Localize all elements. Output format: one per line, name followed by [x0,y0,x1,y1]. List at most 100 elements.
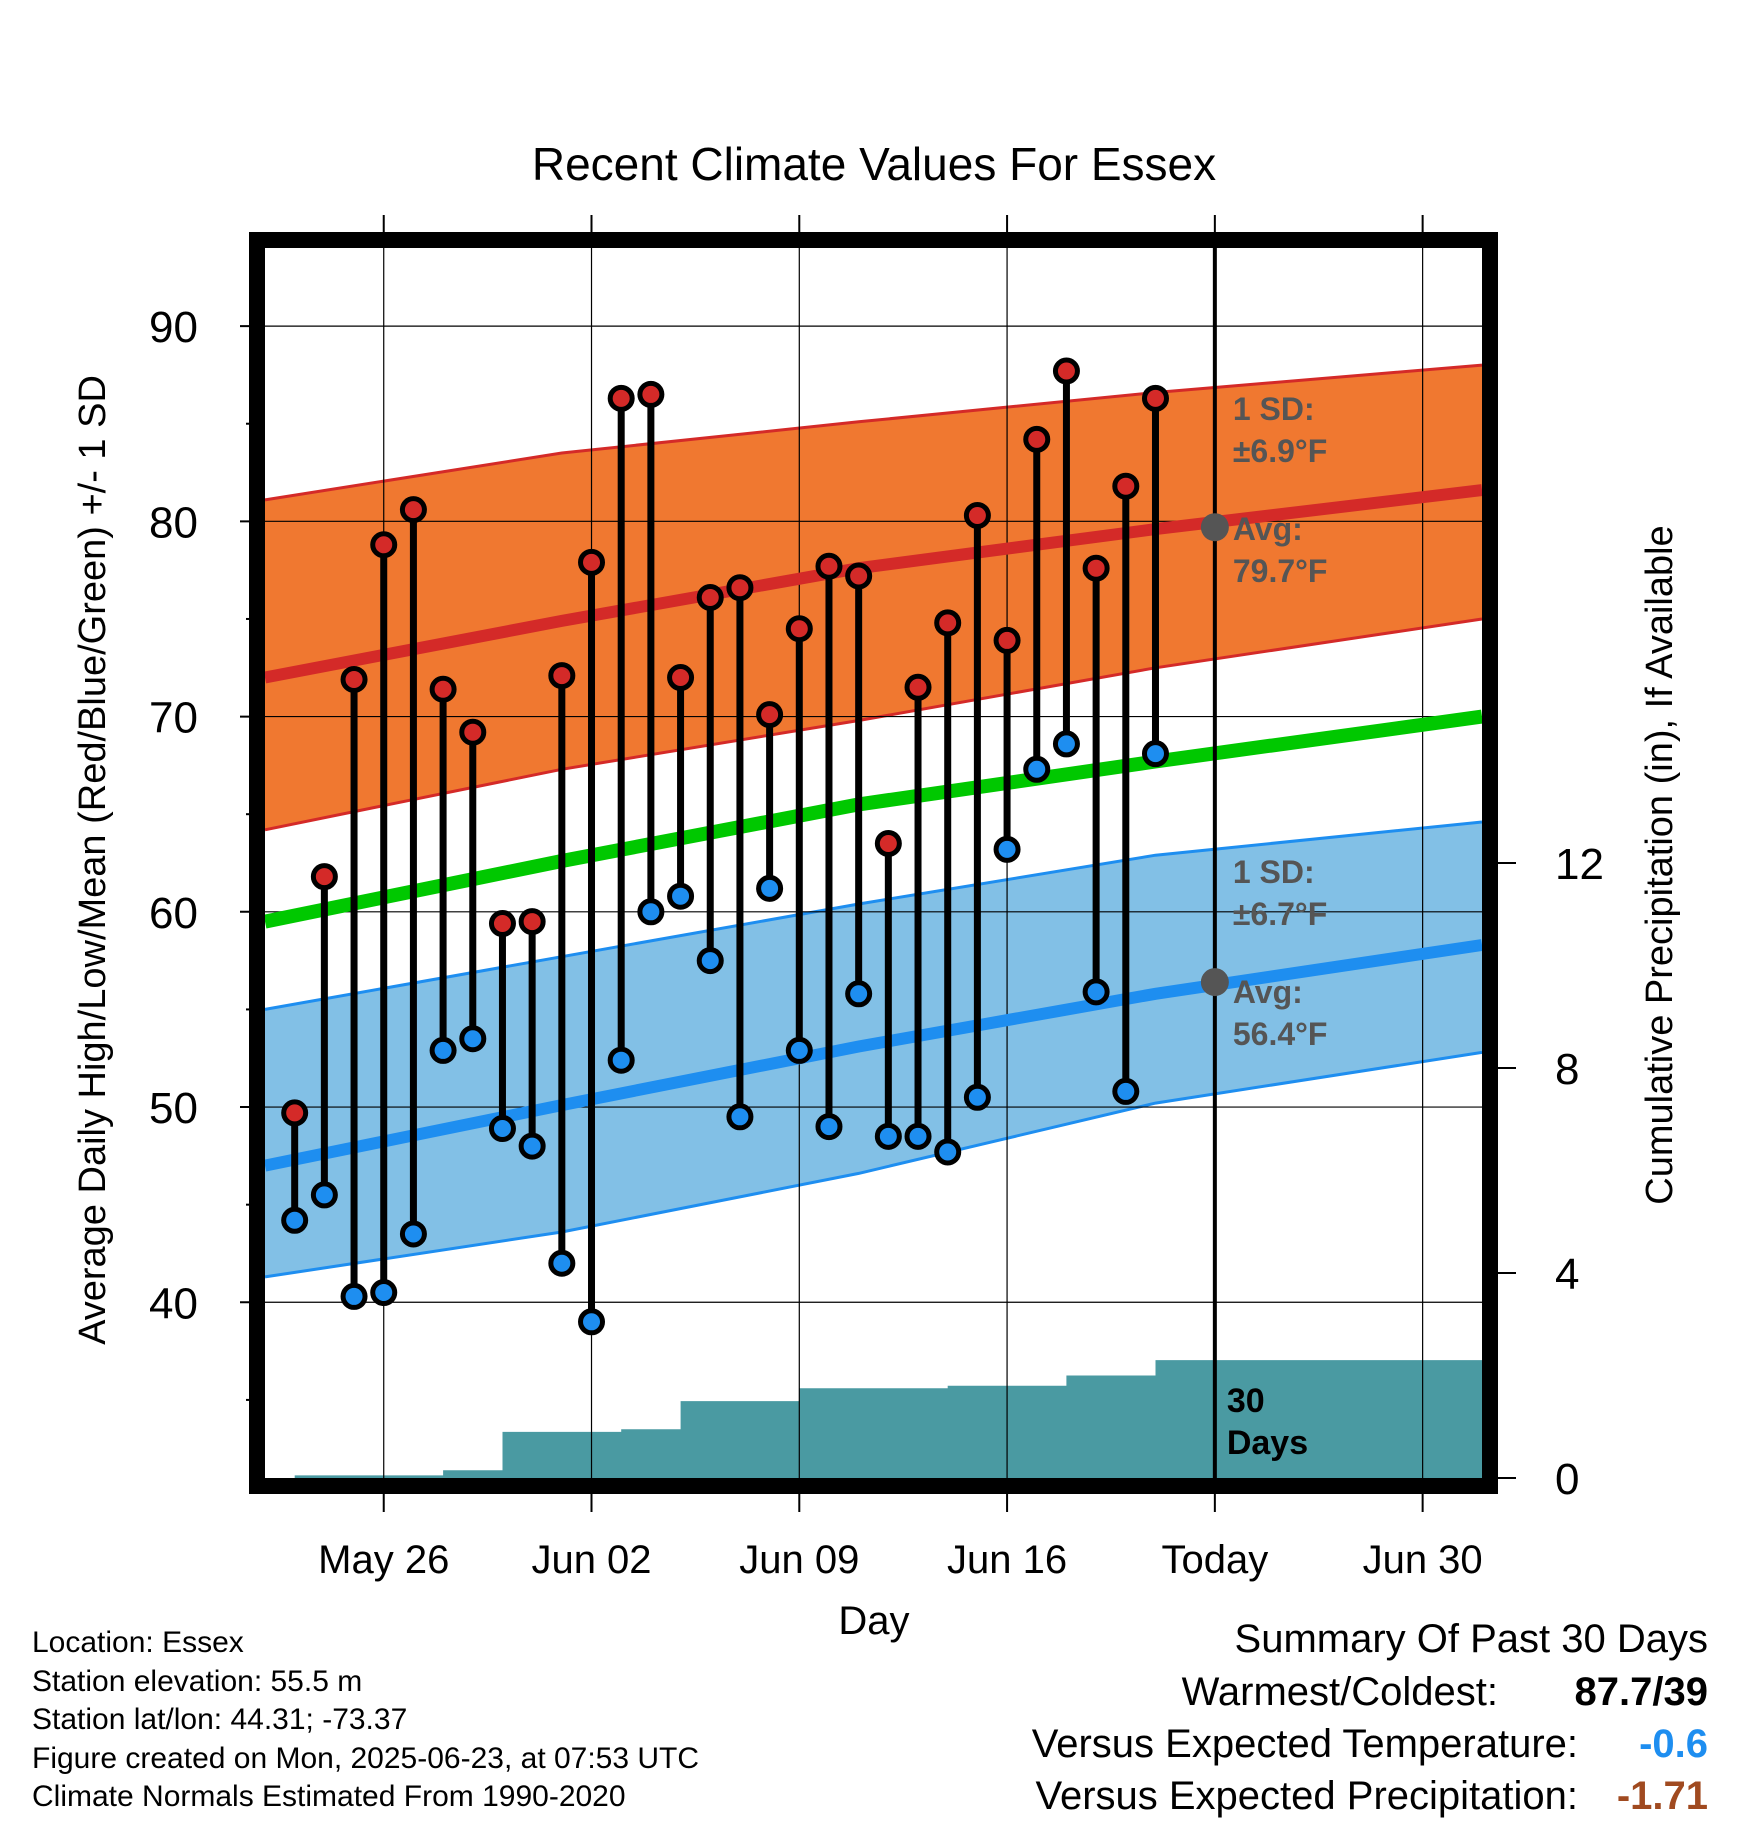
y2-tick-label: 4 [1555,1250,1579,1299]
obs-low-point [904,1122,932,1150]
obs-high-point [607,384,635,412]
low-avg-label: Avg: [1233,974,1303,1010]
obs-low-point [459,1025,487,1053]
obs-low-point [429,1036,457,1064]
y2-tick-label: 12 [1555,840,1604,889]
obs-low-point [578,1308,606,1336]
warmest-label: Warmest/Coldest: [1181,1670,1498,1714]
obs-low-point [1112,1077,1140,1105]
obs-low-point [815,1113,843,1141]
obs-low-point [667,882,695,910]
chart-title: Recent Climate Values For Essex [532,138,1216,190]
x-tick-label: Jun 02 [531,1538,651,1582]
plot-frame [249,232,1498,1494]
y-axis-label: Average Daily High/Low/Mean (Red/Blue/Gr… [72,375,114,1345]
high-avg-value: 79.7°F [1233,553,1328,589]
high-sd-label: 1 SD: [1233,391,1315,427]
x-axis-label: Day [838,1599,909,1643]
obs-low-point [785,1036,813,1064]
obs-low-point [637,898,665,926]
obs-high-point [667,664,695,692]
obs-low-point [607,1046,635,1074]
normal-low-line [263,939,1483,1172]
obs-high-point [1141,384,1169,412]
obs-high-point [1112,472,1140,500]
y2-tick-label: 0 [1555,1455,1579,1504]
summary-temp-row: Versus Expected Temperature: -0.6 [1032,1722,1708,1767]
high-avg-dot [1200,513,1229,542]
latlon-text: Station lat/lon: 44.31; -73.37 [32,1703,408,1736]
obs-high-point [993,626,1021,654]
days-count-label: 30 [1227,1382,1265,1420]
high-avg-label: Avg: [1233,511,1303,547]
precip-anomaly-label: Versus Expected Precipitation: [1035,1774,1578,1818]
y2-tick-label: 8 [1555,1045,1579,1094]
obs-low-point [963,1083,991,1111]
y-tick-label: 80 [149,498,198,547]
obs-low-point [518,1132,546,1160]
x-tick-label: May 26 [318,1538,449,1582]
obs-low-point [488,1115,516,1143]
obs-high-point [518,908,546,936]
y-tick-label: 50 [149,1084,198,1133]
obs-low-point [310,1181,338,1209]
normals-text: Climate Normals Estimated From 1990-2020 [32,1780,626,1813]
obs-low-point [281,1206,309,1234]
obs-low-point [696,947,724,975]
obs-low-point [726,1103,754,1131]
obs-high-point [429,675,457,703]
obs-high-point [399,496,427,524]
obs-high-point [548,662,576,690]
obs-low-point [756,874,784,902]
x-tick-label: Jun 30 [1363,1538,1483,1582]
obs-high-point [488,910,516,938]
obs-low-point [1141,740,1169,768]
obs-low-point [1052,730,1080,758]
obs-low-point [370,1279,398,1307]
obs-high-point [815,552,843,580]
y-tick-label: 40 [149,1279,198,1328]
summary-warmest-row: Warmest/Coldest: 87.7/39 [1182,1670,1708,1715]
y-tick-label: 70 [149,694,198,743]
obs-high-point [726,574,754,602]
obs-high-point [696,583,724,611]
x-tick-label: Jun 09 [739,1538,859,1582]
obs-low-point [934,1138,962,1166]
temp-anomaly-label: Versus Expected Temperature: [1031,1722,1578,1766]
obs-low-point [1023,755,1051,783]
obs-low-point [1082,978,1110,1006]
days-word-label: Days [1227,1424,1308,1462]
obs-high-point [310,863,338,891]
obs-high-point [845,562,873,590]
temp-anomaly-value: -0.6 [1639,1722,1708,1766]
obs-high-point [756,701,784,729]
summary-precip-row: Versus Expected Precipitation: -1.71 [1035,1774,1708,1819]
cumulative-precip-area [265,1360,1482,1478]
obs-low-point [399,1220,427,1248]
low-avg-value: 56.4°F [1233,1016,1328,1052]
high-sd-band [265,365,1482,830]
obs-high-point [1082,554,1110,582]
high-sd-band-upper-edge [264,363,1483,502]
elevation-text: Station elevation: 55.5 m [32,1665,363,1698]
x-tick-label: Today [1161,1538,1268,1582]
obs-high-point [1052,357,1080,385]
low-sd-value: ±6.7°F [1233,896,1327,932]
low-avg-dot [1200,968,1229,997]
low-sd-label: 1 SD: [1233,854,1315,890]
obs-high-point [340,665,368,693]
obs-high-point [963,501,991,529]
warmest-value: 87.7/39 [1574,1670,1708,1714]
low-sd-band-lower-edge [264,1050,1483,1279]
obs-high-point [1023,425,1051,453]
obs-high-point [281,1099,309,1127]
obs-low-point [874,1122,902,1150]
y-tick-label: 60 [149,889,198,938]
precip-anomaly-value: -1.71 [1616,1774,1708,1818]
obs-high-point [459,718,487,746]
obs-high-point [904,673,932,701]
summary-title: Summary Of Past 30 Days [1234,1617,1708,1661]
obs-high-point [874,829,902,857]
obs-low-point [340,1282,368,1310]
